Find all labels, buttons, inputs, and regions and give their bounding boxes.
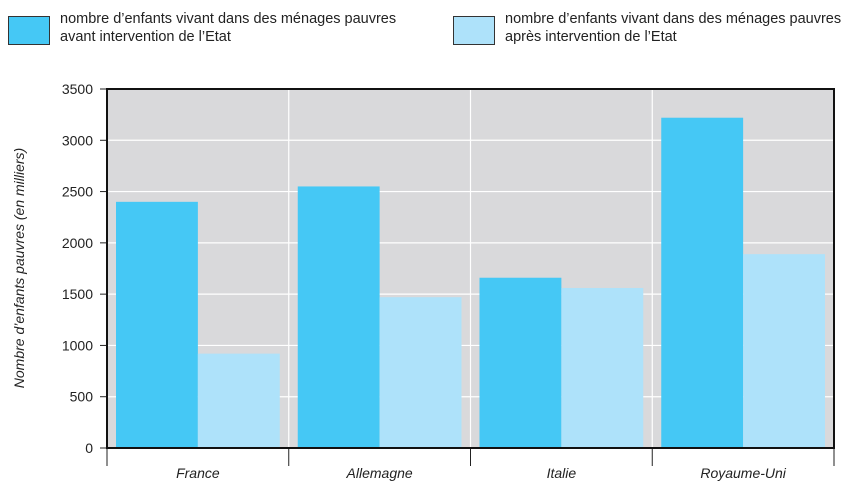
bar	[561, 287, 644, 448]
x-tick-label: Royaume-Uni	[700, 465, 786, 481]
legend-swatch	[453, 16, 495, 45]
bar	[379, 297, 462, 448]
x-tick-label: Italie	[547, 465, 577, 481]
plot-border	[106, 88, 835, 449]
legend-label: nombre d’enfants vivant dans des ménages…	[505, 11, 842, 45]
x-tick-label: Allemagne	[346, 465, 413, 481]
x-tick-label: France	[176, 465, 220, 481]
y-axis-label: Nombre d’enfants pauvres (en milliers)	[11, 148, 27, 388]
y-tick-label: 1500	[62, 286, 93, 302]
legend-label: nombre d’enfants vivant dans des ménages…	[60, 11, 397, 45]
bar	[661, 117, 744, 448]
bar	[197, 353, 280, 448]
bar	[116, 201, 198, 448]
y-tick-label: 2000	[62, 235, 93, 251]
y-tick-label: 1000	[62, 337, 93, 353]
legend-swatch	[8, 16, 50, 45]
y-tick-label: 2500	[62, 184, 93, 200]
bar	[479, 277, 562, 448]
legend-item: nombre d’enfants vivant dans des ménages…	[8, 10, 420, 46]
y-tick-label: 500	[70, 389, 94, 405]
y-tick-label: 3000	[62, 132, 93, 148]
bar	[743, 254, 825, 448]
bar	[297, 186, 380, 448]
y-tick-label: 0	[85, 440, 93, 456]
legend-item: nombre d’enfants vivant dans des ménages…	[453, 10, 843, 46]
y-tick-label: 3500	[62, 81, 93, 97]
